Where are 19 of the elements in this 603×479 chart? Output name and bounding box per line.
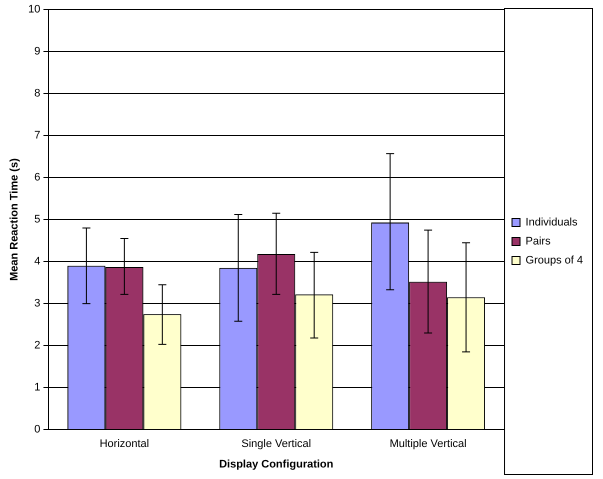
y-tick-label: 8: [34, 88, 40, 100]
legend-label: Pairs: [526, 236, 552, 248]
y-tick-label: 9: [34, 46, 40, 58]
y-tick-label: 0: [34, 424, 40, 436]
y-tick-label: 7: [34, 130, 40, 142]
y-tick-label: 5: [34, 214, 40, 226]
legend-label: Groups of 4: [526, 254, 584, 267]
y-tick-label: 6: [34, 172, 40, 184]
y-tick-label: 10: [28, 4, 40, 16]
x-tick-label: Horizontal: [100, 438, 150, 450]
x-axis-title: Display Configuration: [219, 458, 334, 470]
y-axis-title: Mean Reaction Time (s): [8, 158, 21, 281]
y-tick-label: 2: [34, 340, 40, 352]
y-tick-label: 1: [34, 382, 40, 394]
x-tick-label: Single Vertical: [241, 438, 312, 450]
y-tick-label: 4: [34, 256, 40, 268]
x-tick-label: Multiple Vertical: [390, 438, 467, 450]
y-tick-label: 3: [34, 298, 40, 310]
legend-label: Individuals: [526, 216, 578, 229]
